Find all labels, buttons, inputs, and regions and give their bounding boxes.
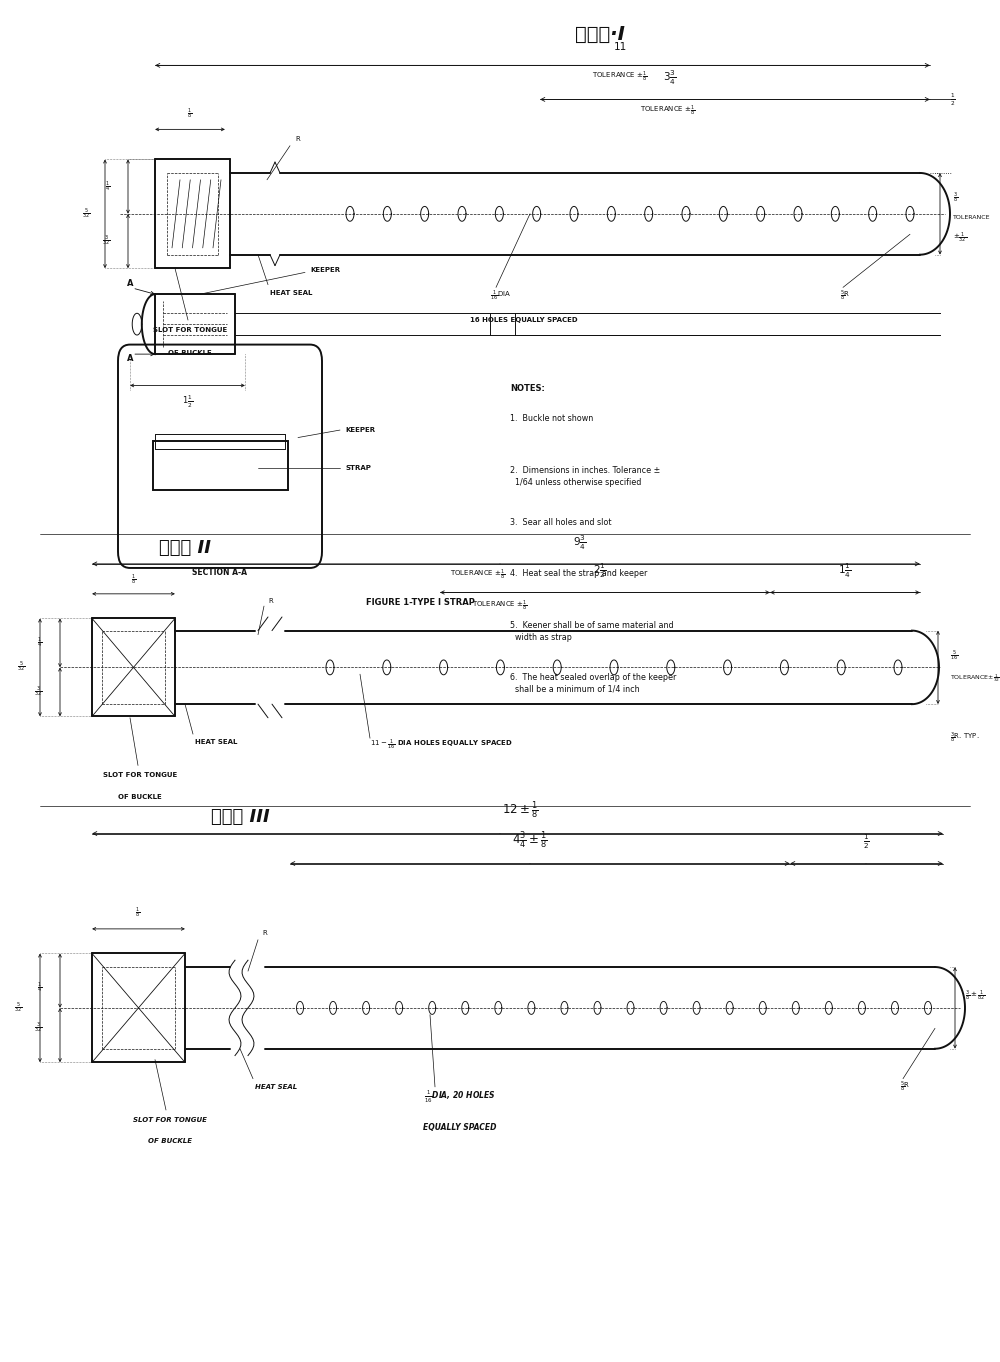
Text: $\frac{3}{8}$R. TYP.: $\frac{3}{8}$R. TYP. [950, 731, 980, 745]
Text: $\frac{5}{16}$: $\frac{5}{16}$ [950, 650, 958, 663]
Text: $3\frac{3}{4}$: $3\frac{3}{4}$ [663, 68, 677, 87]
Text: $\frac{1}{16}$DIA, 20 HOLES: $\frac{1}{16}$DIA, 20 HOLES [424, 1088, 496, 1105]
Text: 11: 11 [613, 42, 627, 52]
Text: TOLERANCE $\pm\frac{1}{8}$: TOLERANCE $\pm\frac{1}{8}$ [592, 69, 648, 83]
Text: HEAT SEAL: HEAT SEAL [195, 740, 237, 745]
Text: $\pm\frac{1}{32}$: $\pm\frac{1}{32}$ [953, 232, 967, 245]
Text: R: R [268, 598, 273, 603]
Text: R: R [295, 136, 300, 142]
Text: TOLERANCE $\pm\frac{1}{8}$: TOLERANCE $\pm\frac{1}{8}$ [640, 104, 696, 117]
Text: OF BUCKLE: OF BUCKLE [118, 794, 162, 799]
Text: $\frac{3}{8}\pm\frac{1}{82}$: $\frac{3}{8}\pm\frac{1}{82}$ [965, 989, 986, 1002]
Text: TOLERANCE: TOLERANCE [953, 215, 990, 221]
Text: SLOT FOR TONGUE: SLOT FOR TONGUE [133, 1117, 207, 1122]
Text: タイプ II: タイプ II [159, 538, 211, 557]
Text: 16 HOLES EQUALLY SPACED: 16 HOLES EQUALLY SPACED [470, 317, 578, 323]
Text: $\frac{1}{4}$: $\frac{1}{4}$ [37, 636, 42, 650]
Text: NOTES:: NOTES: [510, 384, 545, 394]
Text: TOLERANCE $\pm\frac{1}{8}$: TOLERANCE $\pm\frac{1}{8}$ [472, 599, 528, 613]
Text: $\frac{3}{32}$: $\frac{3}{32}$ [102, 234, 110, 248]
Text: TOLERANCE$\pm\frac{1}{32}$: TOLERANCE$\pm\frac{1}{32}$ [950, 673, 1000, 684]
Text: $1\frac{1}{2}$: $1\frac{1}{2}$ [182, 394, 194, 410]
Text: タイプ·I: タイプ·I [575, 25, 625, 44]
Text: $\frac{5}{8}$R: $\frac{5}{8}$R [900, 1080, 911, 1094]
Text: 2.  Dimensions in inches. Tolerance ±
  1/64 unless otherwise specified: 2. Dimensions in inches. Tolerance ± 1/6… [510, 466, 660, 486]
Text: 6.  The heat sealed overlap of the keeper
  shall be a minimum of 1/4 inch: 6. The heat sealed overlap of the keeper… [510, 673, 676, 693]
Text: HEAT SEAL: HEAT SEAL [270, 290, 312, 296]
Text: $\frac{3}{32}$: $\frac{3}{32}$ [34, 685, 42, 699]
Text: $9\frac{3}{4}$: $9\frac{3}{4}$ [573, 533, 587, 552]
Text: SECTION A-A: SECTION A-A [192, 568, 248, 576]
Text: SLOT FOR TONGUE: SLOT FOR TONGUE [103, 772, 177, 778]
Text: A: A [127, 279, 133, 287]
Text: $\frac{1}{2}$: $\frac{1}{2}$ [863, 832, 869, 851]
Text: OF BUCKLE: OF BUCKLE [168, 350, 212, 355]
Text: $\frac{3}{32}$: $\frac{3}{32}$ [34, 1022, 42, 1035]
Text: A: A [127, 354, 133, 362]
Text: 4.  Heat seal the strap and keeper: 4. Heat seal the strap and keeper [510, 569, 647, 579]
Text: $11-\frac{1}{16}$ DIA HOLES EQUALLY SPACED: $11-\frac{1}{16}$ DIA HOLES EQUALLY SPAC… [370, 738, 513, 752]
Text: $\frac{3}{8}$: $\frac{3}{8}$ [953, 191, 958, 204]
Text: $\frac{5}{32}$: $\frac{5}{32}$ [82, 207, 90, 221]
Text: 1.  Buckle not shown: 1. Buckle not shown [510, 414, 593, 424]
Text: $\frac{1}{8}$: $\frac{1}{8}$ [187, 108, 193, 121]
Text: $4\frac{3}{4}\pm\frac{1}{8}$: $4\frac{3}{4}\pm\frac{1}{8}$ [512, 829, 548, 851]
Text: タイプ III: タイプ III [211, 808, 269, 827]
Text: $\frac{1}{4}$: $\frac{1}{4}$ [37, 981, 42, 994]
Text: R: R [262, 930, 267, 936]
Text: TOLERANCE $\pm\frac{1}{8}$: TOLERANCE $\pm\frac{1}{8}$ [450, 568, 506, 582]
Text: $\frac{5}{32}$: $\frac{5}{32}$ [14, 1001, 22, 1015]
Text: 3.  Sear all holes and slot: 3. Sear all holes and slot [510, 518, 612, 527]
Text: HEAT SEAL: HEAT SEAL [255, 1084, 297, 1090]
Text: $\frac{1}{8}$: $\frac{1}{8}$ [131, 573, 137, 587]
Text: KEEPER: KEEPER [310, 267, 340, 272]
Text: $12\pm\frac{1}{8}$: $12\pm\frac{1}{8}$ [502, 799, 538, 821]
Text: FIGURE 1-TYPE I STRAP: FIGURE 1-TYPE I STRAP [366, 598, 474, 606]
Text: $\frac{1}{8}$: $\frac{1}{8}$ [135, 906, 141, 919]
Text: SLOT FOR TONGUE: SLOT FOR TONGUE [153, 327, 227, 332]
Text: $\frac{1}{2}$: $\frac{1}{2}$ [950, 91, 956, 108]
Text: $2\frac{1}{2}$: $2\frac{1}{2}$ [593, 561, 607, 580]
Text: STRAP: STRAP [345, 464, 371, 470]
Text: OF BUCKLE: OF BUCKLE [148, 1139, 192, 1144]
Bar [153, 441, 288, 490]
Text: $1\frac{1}{4}$: $1\frac{1}{4}$ [838, 561, 852, 580]
Text: KEEPER: KEEPER [345, 428, 375, 433]
Text: $\frac{5}{32}$: $\frac{5}{32}$ [17, 661, 25, 674]
Text: $\frac{5}{8}$R: $\frac{5}{8}$R [840, 289, 851, 302]
Text: 5.  Keener shall be of same material and
  width as strap: 5. Keener shall be of same material and … [510, 621, 674, 642]
Text: $\frac{1}{16}$DIA: $\frac{1}{16}$DIA [490, 289, 511, 302]
Text: EQUALLY SPACED: EQUALLY SPACED [423, 1124, 497, 1132]
Text: $\frac{1}{4}$: $\frac{1}{4}$ [105, 180, 110, 193]
